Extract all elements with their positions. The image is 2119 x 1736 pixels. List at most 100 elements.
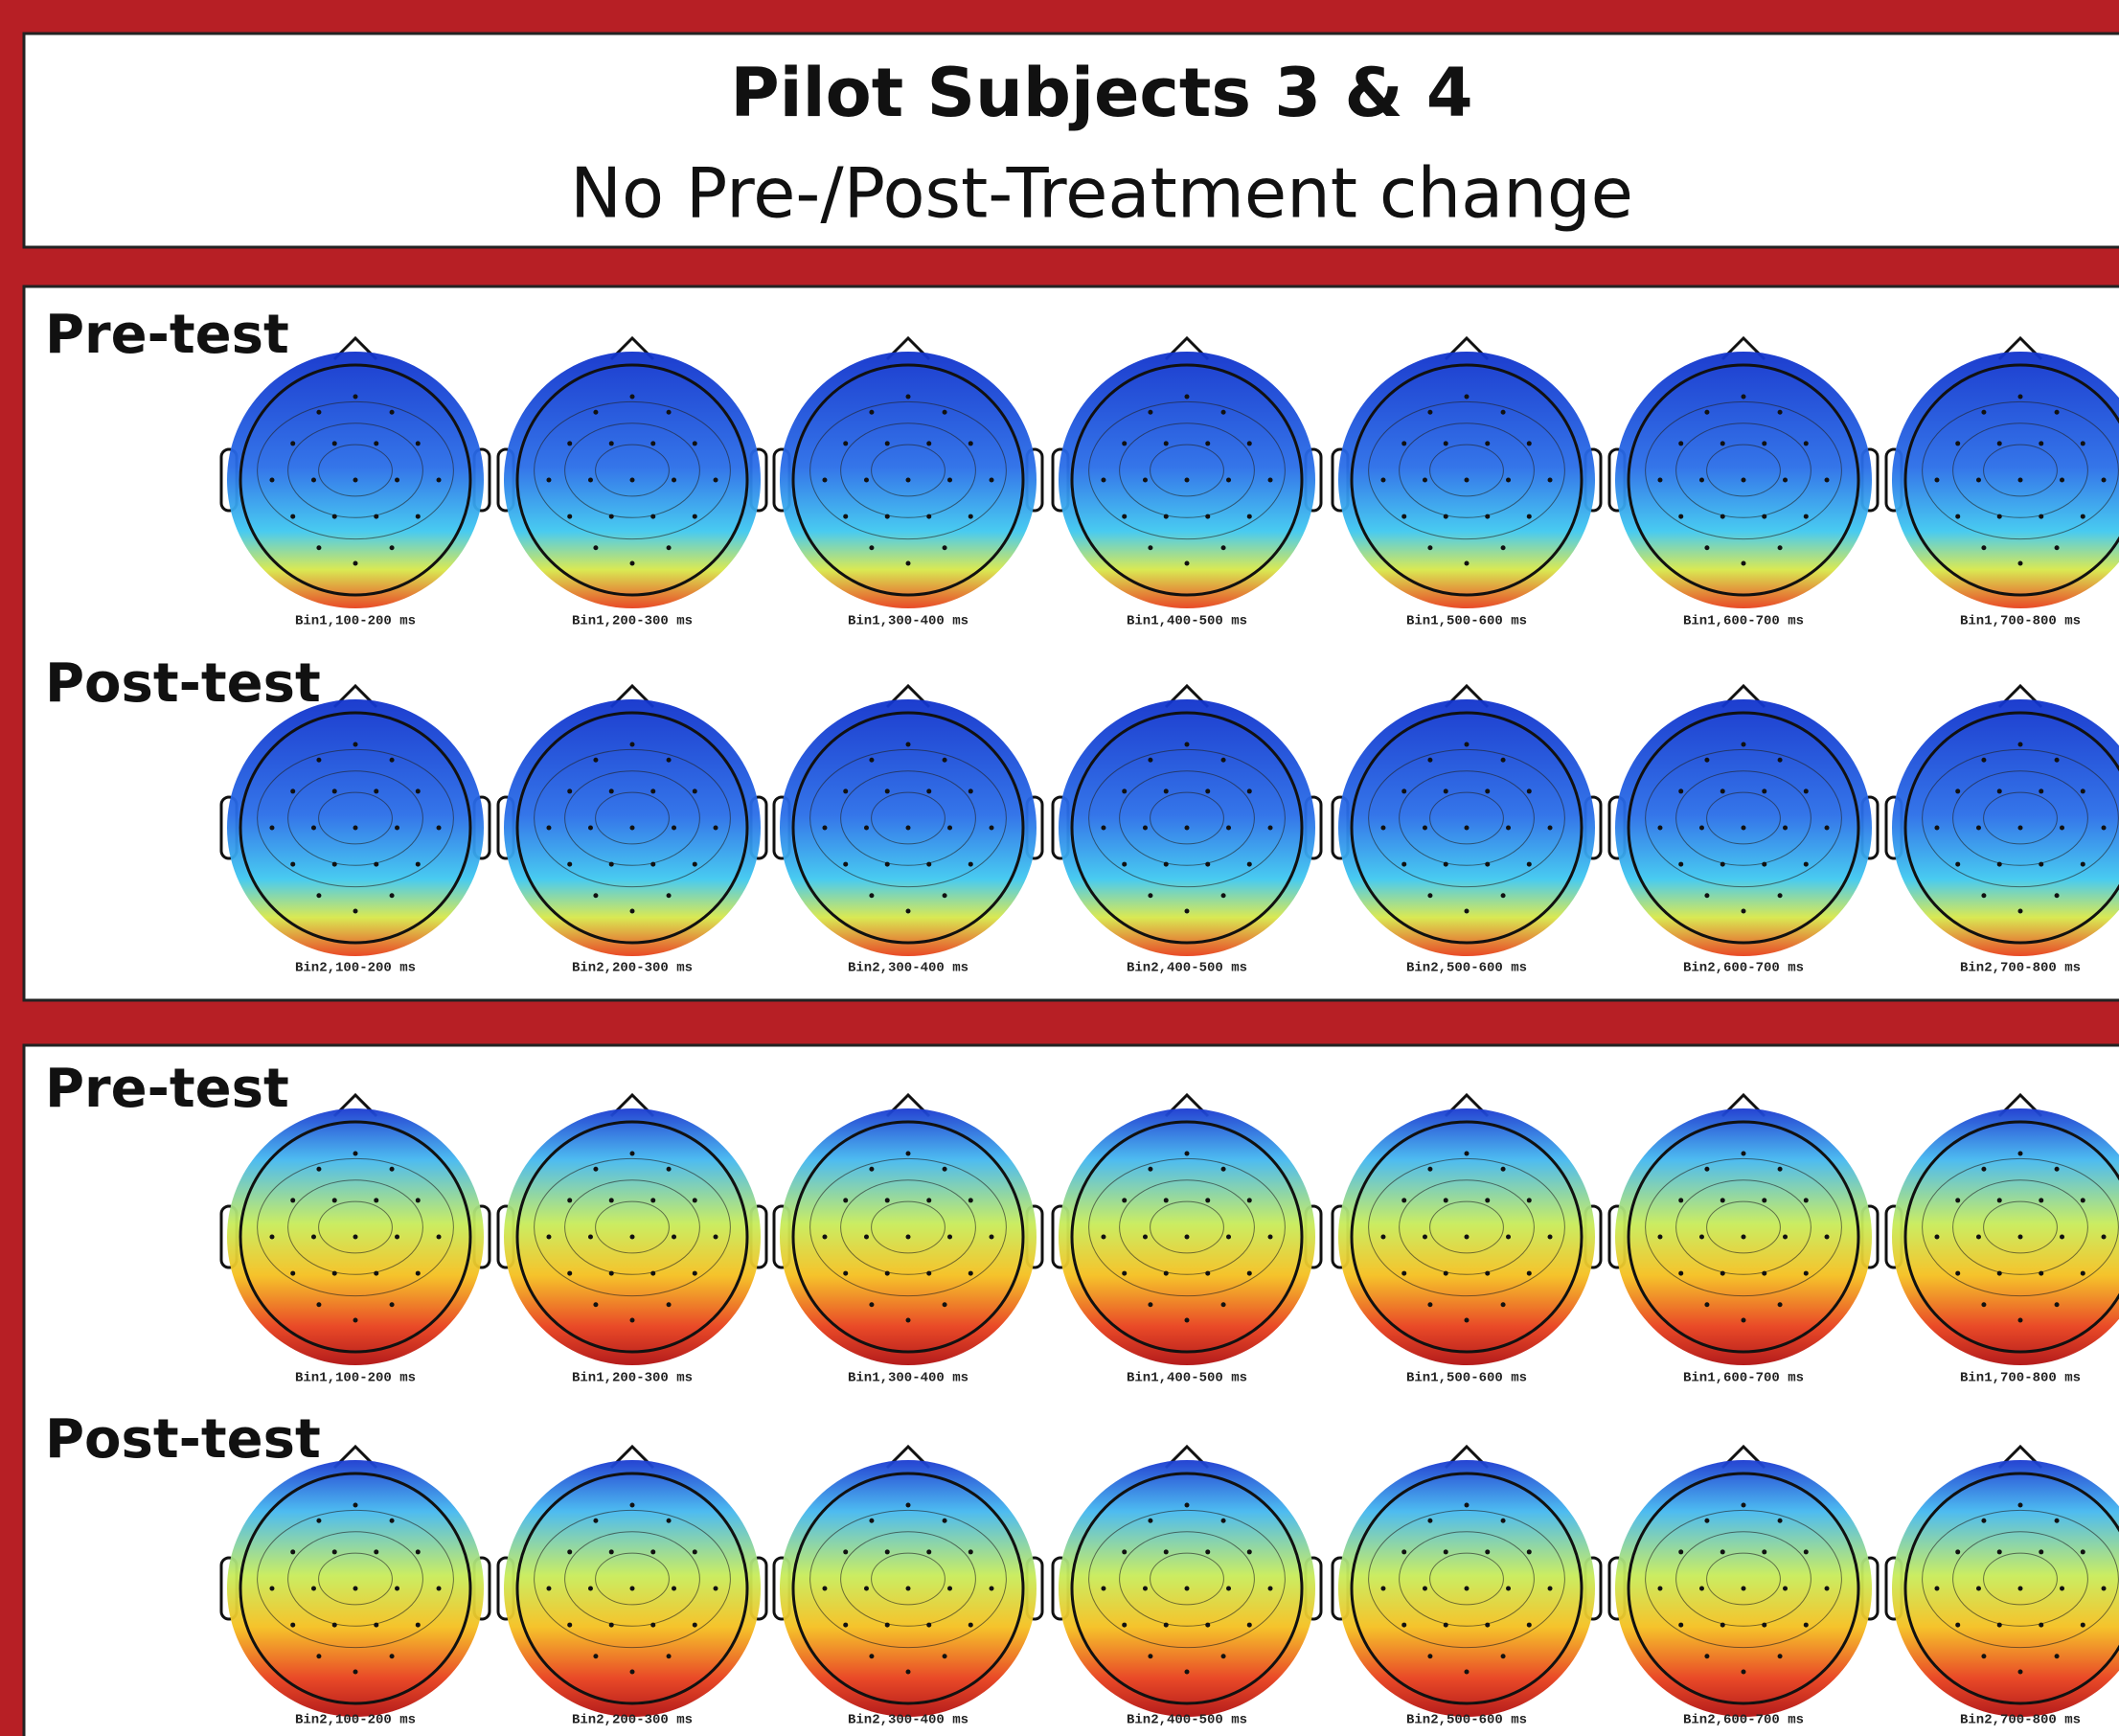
electrode (1548, 1587, 1553, 1591)
electrode (1221, 758, 1226, 763)
electrode (1122, 788, 1127, 793)
electrode (2039, 1198, 2043, 1202)
electrode (374, 1198, 378, 1202)
electrode (906, 909, 911, 914)
electrode (1101, 1235, 1105, 1240)
electrode (822, 826, 827, 831)
map-caption: Bin1,600-700 ms (1683, 614, 1804, 629)
electrode (1148, 1302, 1152, 1307)
electrode (1423, 478, 1427, 483)
electrode (1527, 862, 1532, 867)
electrode (1401, 788, 1406, 793)
electrode (943, 893, 947, 898)
electrode (926, 862, 931, 867)
electrode (1778, 893, 1783, 898)
electrode (1148, 410, 1152, 415)
electrode (1762, 788, 1766, 793)
electrode (843, 862, 848, 867)
electrode (693, 1623, 697, 1628)
electrode (1678, 1198, 1683, 1202)
electrode (353, 1318, 358, 1323)
electrode (1742, 1670, 1746, 1675)
electrode (1268, 1587, 1273, 1591)
electrode (1804, 1623, 1809, 1628)
electrode (1704, 1654, 1709, 1658)
electrode (1205, 788, 1210, 793)
electrode (416, 1549, 421, 1554)
electrode (1221, 410, 1226, 415)
electrode (906, 1318, 911, 1323)
electrode (1185, 1235, 1190, 1240)
electrode (906, 1502, 911, 1507)
electrode (1427, 1654, 1432, 1658)
electrode (1778, 1654, 1783, 1658)
electrode (1762, 514, 1766, 519)
electrode (1955, 862, 1960, 867)
electrode (1185, 478, 1190, 483)
electrode (1997, 1623, 2002, 1628)
electrode (1465, 478, 1470, 483)
electrode (864, 1587, 869, 1591)
electrode (630, 478, 635, 483)
electrode (843, 788, 848, 793)
electrode (869, 410, 874, 415)
electrode (2018, 742, 2023, 746)
electrode (630, 394, 635, 399)
electrode (416, 862, 421, 867)
electrode (2018, 826, 2023, 831)
electrode (1185, 1502, 1190, 1507)
electrode (609, 1549, 614, 1554)
electrode (395, 1587, 399, 1591)
electrode (2081, 1271, 2085, 1276)
electrode (567, 1549, 572, 1554)
electrode (1122, 1271, 1127, 1276)
electrode (332, 1623, 337, 1628)
electrode (567, 1271, 572, 1276)
electrode (416, 1623, 421, 1628)
electrode (1997, 1271, 2002, 1276)
electrode (864, 1235, 869, 1240)
electrode (609, 862, 614, 867)
electrode (1221, 893, 1226, 898)
electrode (1981, 1167, 1986, 1172)
electrode (906, 742, 911, 746)
electrode (593, 758, 598, 763)
electrode (353, 394, 358, 399)
electrode (1185, 394, 1190, 399)
electrode (2039, 1271, 2043, 1276)
electrode (1247, 514, 1252, 519)
electrode (1221, 1167, 1226, 1172)
electrode (1501, 545, 1506, 550)
electrode (390, 545, 395, 550)
electrode (1704, 410, 1709, 415)
electrode (1465, 909, 1470, 914)
electrode (1501, 410, 1506, 415)
electrode (1955, 1198, 1960, 1202)
electrode (1444, 1198, 1448, 1202)
electrode (1221, 1654, 1226, 1658)
electrode (843, 441, 848, 445)
electrode (926, 788, 931, 793)
electrode (1506, 478, 1511, 483)
electrode (1762, 1623, 1766, 1628)
electrode (630, 1318, 635, 1323)
electrode (1185, 1151, 1190, 1155)
electrode (1657, 478, 1662, 483)
map-caption: Bin1,100-200 ms (295, 1371, 416, 1386)
map-caption: Bin2,400-500 ms (1127, 961, 1247, 976)
electrode (2018, 394, 2023, 399)
electrode (1205, 514, 1210, 519)
electrode (2018, 1318, 2023, 1323)
electrode (843, 514, 848, 519)
electrode (1527, 1549, 1532, 1554)
map-caption: Bin2,600-700 ms (1683, 1713, 1804, 1728)
electrode (693, 862, 697, 867)
electrode (316, 1654, 321, 1658)
electrode (395, 826, 399, 831)
electrode (926, 1549, 931, 1554)
electrode (822, 1235, 827, 1240)
electrode (1657, 826, 1662, 831)
electrode (374, 1271, 378, 1276)
electrode (1720, 1623, 1725, 1628)
electrode (693, 514, 697, 519)
